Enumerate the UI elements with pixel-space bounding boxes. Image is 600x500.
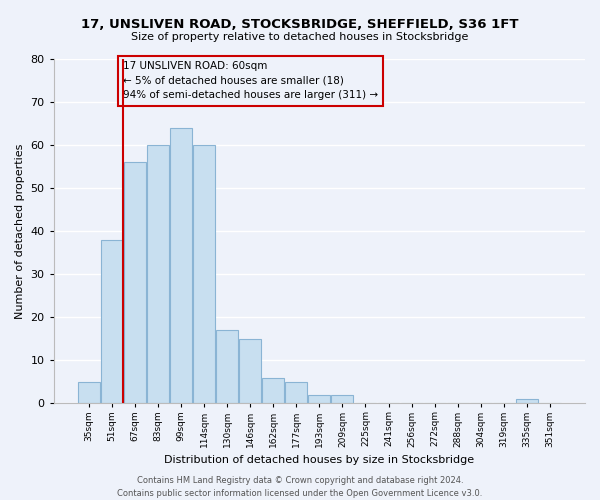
- Y-axis label: Number of detached properties: Number of detached properties: [15, 144, 25, 319]
- Bar: [308, 394, 331, 404]
- Bar: [331, 394, 353, 404]
- Bar: [170, 128, 192, 404]
- Bar: [286, 382, 307, 404]
- Bar: [516, 399, 538, 404]
- Text: 17, UNSLIVEN ROAD, STOCKSBRIDGE, SHEFFIELD, S36 1FT: 17, UNSLIVEN ROAD, STOCKSBRIDGE, SHEFFIE…: [81, 18, 519, 30]
- Bar: [124, 162, 146, 404]
- Text: Size of property relative to detached houses in Stocksbridge: Size of property relative to detached ho…: [131, 32, 469, 42]
- Bar: [147, 145, 169, 404]
- Text: 17 UNSLIVEN ROAD: 60sqm
← 5% of detached houses are smaller (18)
94% of semi-det: 17 UNSLIVEN ROAD: 60sqm ← 5% of detached…: [123, 60, 378, 100]
- Bar: [216, 330, 238, 404]
- Bar: [101, 240, 123, 404]
- X-axis label: Distribution of detached houses by size in Stocksbridge: Distribution of detached houses by size …: [164, 455, 475, 465]
- Bar: [262, 378, 284, 404]
- Bar: [193, 145, 215, 404]
- Bar: [239, 339, 261, 404]
- Bar: [78, 382, 100, 404]
- Text: Contains HM Land Registry data © Crown copyright and database right 2024.
Contai: Contains HM Land Registry data © Crown c…: [118, 476, 482, 498]
